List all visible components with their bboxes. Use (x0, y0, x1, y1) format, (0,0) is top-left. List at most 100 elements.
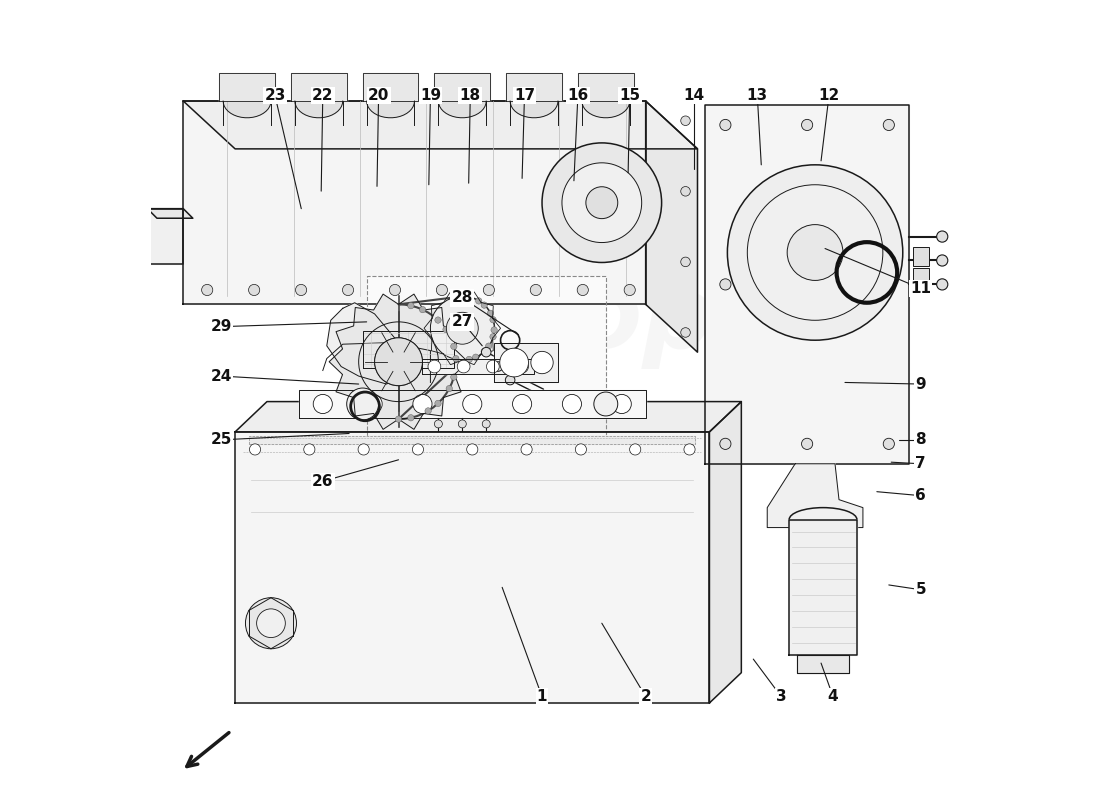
Circle shape (447, 386, 452, 392)
Circle shape (451, 374, 456, 380)
Circle shape (363, 394, 382, 414)
Polygon shape (705, 105, 909, 464)
Polygon shape (434, 73, 491, 101)
Circle shape (542, 143, 661, 262)
Circle shape (531, 351, 553, 374)
Text: 1985: 1985 (525, 409, 703, 471)
Circle shape (494, 362, 503, 371)
Circle shape (681, 116, 691, 126)
Polygon shape (219, 73, 275, 101)
Circle shape (486, 360, 499, 373)
Polygon shape (789, 519, 857, 655)
Circle shape (437, 285, 448, 295)
Circle shape (342, 285, 353, 295)
Text: 14: 14 (683, 88, 704, 103)
Polygon shape (798, 655, 849, 673)
Polygon shape (510, 101, 558, 118)
Polygon shape (494, 342, 558, 382)
Circle shape (719, 119, 732, 130)
Circle shape (883, 438, 894, 450)
Circle shape (466, 356, 472, 362)
Circle shape (562, 163, 641, 242)
Polygon shape (363, 330, 454, 368)
Circle shape (788, 225, 843, 281)
Circle shape (475, 298, 482, 304)
Circle shape (428, 360, 441, 373)
Circle shape (434, 400, 441, 406)
Circle shape (451, 343, 456, 350)
Circle shape (256, 609, 285, 638)
Circle shape (727, 165, 903, 340)
Circle shape (613, 394, 631, 414)
Circle shape (937, 255, 948, 266)
Polygon shape (290, 73, 346, 101)
Text: 1: 1 (537, 689, 548, 704)
Circle shape (412, 444, 424, 455)
Circle shape (466, 444, 477, 455)
Text: 18: 18 (460, 88, 481, 103)
Circle shape (586, 186, 618, 218)
Circle shape (624, 285, 636, 295)
Polygon shape (250, 436, 695, 444)
Bar (913, 269, 928, 287)
Circle shape (516, 360, 528, 373)
Polygon shape (235, 402, 741, 432)
Circle shape (482, 420, 491, 428)
Circle shape (937, 231, 948, 242)
Circle shape (629, 444, 641, 455)
Polygon shape (582, 101, 629, 118)
Circle shape (513, 394, 531, 414)
Circle shape (443, 326, 449, 333)
Text: a passion for parts: a passion for parts (420, 530, 680, 558)
Circle shape (802, 438, 813, 450)
Circle shape (505, 375, 515, 385)
Circle shape (466, 294, 472, 300)
Circle shape (594, 392, 618, 416)
Circle shape (463, 394, 482, 414)
Circle shape (408, 414, 414, 421)
Circle shape (482, 347, 491, 357)
Polygon shape (578, 73, 634, 101)
Polygon shape (710, 402, 741, 703)
Circle shape (681, 328, 691, 338)
Polygon shape (329, 294, 468, 430)
Text: 29: 29 (211, 319, 232, 334)
Text: 15: 15 (619, 88, 640, 103)
Circle shape (473, 354, 478, 360)
Circle shape (395, 416, 402, 422)
Text: 26: 26 (312, 474, 333, 489)
Circle shape (747, 185, 883, 320)
Polygon shape (327, 302, 407, 384)
Text: 9: 9 (915, 377, 926, 391)
Circle shape (521, 444, 532, 455)
Circle shape (481, 348, 487, 354)
Text: 22: 22 (312, 88, 333, 103)
Circle shape (684, 444, 695, 455)
Circle shape (883, 119, 894, 130)
Circle shape (434, 317, 441, 323)
Text: 4: 4 (827, 689, 838, 704)
Polygon shape (295, 101, 343, 118)
Circle shape (447, 312, 478, 344)
Text: 20: 20 (367, 88, 389, 103)
Text: 19: 19 (420, 88, 441, 103)
Polygon shape (366, 101, 415, 118)
Circle shape (408, 302, 414, 309)
Circle shape (719, 279, 732, 290)
Circle shape (937, 279, 948, 290)
Circle shape (499, 348, 528, 377)
Circle shape (419, 306, 426, 313)
Circle shape (483, 285, 495, 295)
Polygon shape (184, 101, 697, 149)
Polygon shape (223, 101, 271, 118)
Circle shape (304, 444, 315, 455)
Circle shape (296, 285, 307, 295)
Text: 16: 16 (568, 88, 588, 103)
Circle shape (802, 119, 813, 130)
Circle shape (314, 394, 332, 414)
Text: 8: 8 (915, 432, 926, 447)
Circle shape (681, 257, 691, 266)
Circle shape (250, 444, 261, 455)
Text: europes: europes (386, 272, 842, 369)
Text: 12: 12 (818, 88, 839, 103)
